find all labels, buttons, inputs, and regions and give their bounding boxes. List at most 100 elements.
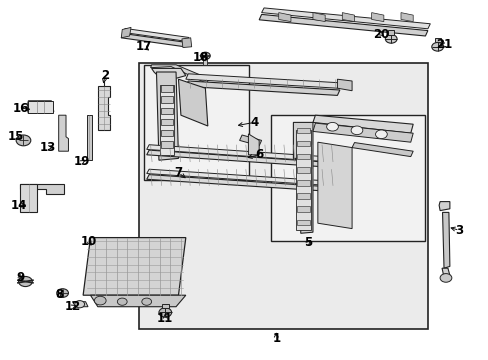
Polygon shape [342, 13, 354, 22]
Text: 14: 14 [10, 199, 27, 212]
Polygon shape [261, 8, 429, 29]
Bar [161, 130, 173, 136]
Circle shape [200, 52, 210, 59]
Bar [296, 141, 309, 146]
Polygon shape [371, 13, 383, 22]
Polygon shape [441, 268, 449, 277]
Polygon shape [121, 27, 131, 38]
Bar [296, 207, 309, 212]
Text: 17: 17 [136, 40, 152, 53]
Text: 8: 8 [56, 288, 63, 301]
Polygon shape [351, 143, 412, 157]
Polygon shape [146, 169, 334, 186]
Polygon shape [123, 28, 188, 41]
Polygon shape [239, 135, 261, 146]
Bar [28, 101, 53, 113]
Polygon shape [146, 145, 334, 162]
Bar [434, 38, 440, 42]
Bar [296, 128, 309, 133]
Bar [296, 154, 309, 159]
Polygon shape [146, 150, 334, 167]
Text: 12: 12 [64, 300, 81, 313]
Polygon shape [312, 13, 325, 22]
Circle shape [350, 126, 362, 135]
Circle shape [385, 35, 396, 43]
Text: 5: 5 [304, 237, 311, 249]
Polygon shape [337, 79, 351, 91]
Bar [161, 85, 173, 92]
Polygon shape [27, 101, 54, 113]
Text: 1: 1 [272, 332, 280, 345]
Circle shape [117, 298, 127, 305]
Text: 3: 3 [455, 224, 463, 237]
Polygon shape [72, 302, 88, 307]
Bar [203, 56, 207, 65]
Bar [144, 65, 249, 180]
Polygon shape [121, 33, 186, 47]
Bar [161, 119, 173, 125]
Polygon shape [185, 81, 339, 95]
Bar [295, 130, 310, 230]
Polygon shape [438, 202, 449, 211]
Circle shape [19, 276, 32, 287]
Polygon shape [83, 238, 185, 295]
Bar [139, 63, 427, 329]
Polygon shape [442, 212, 449, 268]
Circle shape [326, 122, 338, 131]
Polygon shape [59, 115, 68, 151]
Circle shape [159, 308, 171, 317]
Circle shape [75, 301, 84, 308]
Text: 2: 2 [101, 69, 109, 82]
Bar [296, 167, 309, 172]
Polygon shape [98, 86, 110, 130]
Bar [387, 30, 393, 35]
Polygon shape [20, 184, 37, 212]
Polygon shape [400, 13, 412, 22]
Polygon shape [312, 115, 412, 133]
Bar [161, 141, 173, 148]
Polygon shape [185, 74, 339, 88]
Circle shape [57, 289, 68, 297]
Polygon shape [156, 72, 178, 160]
Text: 4: 4 [250, 116, 258, 129]
Text: 20: 20 [372, 28, 389, 41]
Bar [161, 96, 173, 103]
Polygon shape [90, 295, 185, 307]
Text: 19: 19 [74, 156, 90, 168]
Text: 21: 21 [435, 39, 451, 51]
Bar [161, 108, 173, 114]
Polygon shape [182, 38, 191, 48]
Polygon shape [248, 134, 259, 155]
Text: 7: 7 [174, 166, 182, 179]
Text: 6: 6 [255, 148, 263, 161]
Circle shape [439, 274, 451, 282]
Circle shape [142, 298, 151, 305]
Bar [296, 193, 309, 199]
Polygon shape [150, 65, 210, 83]
Polygon shape [20, 184, 63, 194]
Polygon shape [259, 14, 427, 36]
Circle shape [375, 130, 386, 139]
Bar [87, 115, 92, 160]
Circle shape [431, 42, 443, 51]
Circle shape [94, 296, 106, 305]
Text: 9: 9 [17, 271, 24, 284]
Polygon shape [317, 142, 351, 229]
Bar [296, 180, 309, 186]
Text: 15: 15 [7, 130, 24, 143]
Polygon shape [278, 13, 290, 22]
Bar [296, 220, 309, 225]
Polygon shape [312, 123, 412, 142]
Polygon shape [151, 68, 185, 81]
Text: 11: 11 [157, 312, 173, 325]
Polygon shape [293, 122, 312, 233]
Polygon shape [162, 304, 168, 308]
Bar [271, 115, 425, 241]
Bar [160, 85, 174, 155]
Polygon shape [178, 79, 207, 126]
Text: 10: 10 [81, 235, 97, 248]
Text: 16: 16 [12, 102, 29, 114]
Text: 13: 13 [40, 141, 56, 154]
Circle shape [16, 135, 31, 146]
Text: 18: 18 [192, 51, 208, 64]
